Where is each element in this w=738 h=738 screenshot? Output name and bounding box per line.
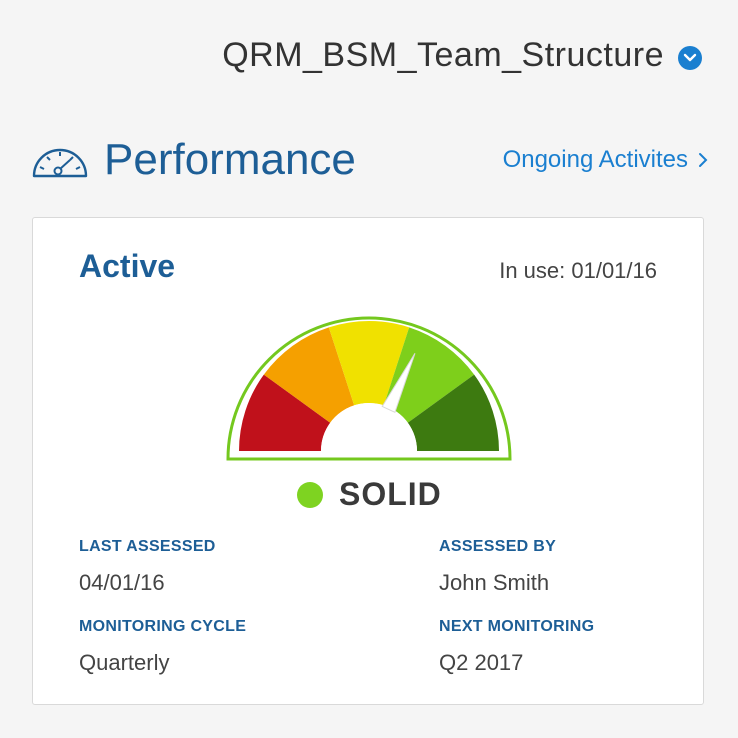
page-title: Performance xyxy=(104,135,356,184)
last-assessed: LAST ASSESSED 04/01/16 xyxy=(79,538,216,596)
monitoring-cycle-value: Quarterly xyxy=(79,650,170,675)
monitoring-cycle: MONITORING CYCLE Quarterly xyxy=(79,618,246,676)
ongoing-activities-label: Ongoing Activites xyxy=(502,146,688,173)
in-use-date: In use: 01/01/16 xyxy=(499,258,657,283)
next-monitoring-value: Q2 2017 xyxy=(439,650,524,675)
gauge-segment-red xyxy=(239,374,331,451)
ongoing-activities-link[interactable]: Ongoing Activites xyxy=(503,146,708,174)
next-monitoring-label: NEXT MONITORING xyxy=(439,618,595,635)
gauge-segment-yellow xyxy=(328,321,410,406)
gauge-segment-dark-green xyxy=(407,374,499,451)
performance-card: Active In use: 01/01/16 SOLID LAST ASSES… xyxy=(32,217,704,705)
last-assessed-value: 04/01/16 xyxy=(79,570,165,595)
section-header: Performance Ongoing Activites xyxy=(30,130,708,190)
monitoring-cycle-label: MONITORING CYCLE xyxy=(79,618,247,635)
rating: SOLID xyxy=(297,476,442,513)
assessed-by: ASSESSED BY John Smith xyxy=(439,538,556,596)
workspace-selector[interactable]: QRM_BSM_Team_Structure xyxy=(222,36,702,75)
gauge-segment-orange xyxy=(263,327,355,423)
gauge-needle xyxy=(381,353,416,414)
rating-label: SOLID xyxy=(339,476,442,512)
performance-gauge xyxy=(226,316,512,461)
rating-dot xyxy=(297,481,323,508)
last-assessed-label: LAST ASSESSED xyxy=(79,538,216,555)
speedometer-icon xyxy=(32,148,88,178)
assessed-by-label: ASSESSED BY xyxy=(439,538,557,555)
chevron-right-icon xyxy=(699,153,708,167)
status-title: Active xyxy=(79,248,176,284)
gauge-hub xyxy=(321,403,417,451)
next-monitoring: NEXT MONITORING Q2 2017 xyxy=(439,618,594,676)
workspace-name: QRM_BSM_Team_Structure xyxy=(222,36,664,74)
gauge-segment-light-green xyxy=(383,327,475,423)
assessed-by-value: John Smith xyxy=(439,570,550,595)
chevron-down-icon[interactable] xyxy=(678,45,702,70)
